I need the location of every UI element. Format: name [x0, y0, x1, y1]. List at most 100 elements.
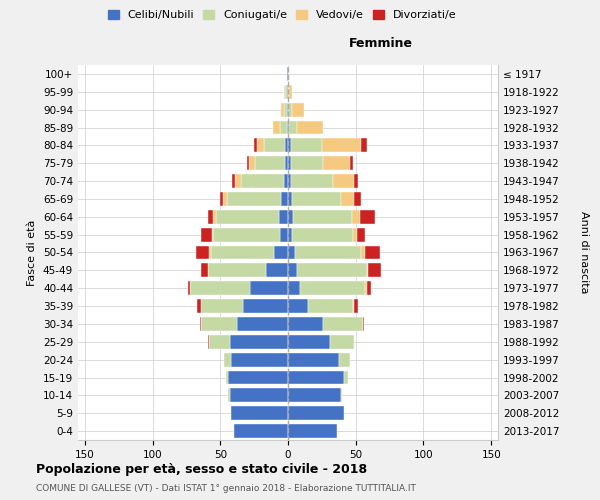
Bar — [288, 406, 344, 420]
Bar — [216, 210, 278, 224]
Bar — [288, 352, 340, 366]
Bar — [220, 192, 223, 206]
Bar — [278, 210, 288, 224]
Bar — [231, 352, 288, 366]
Bar — [229, 388, 230, 402]
Bar — [209, 335, 230, 349]
Bar — [300, 281, 365, 295]
Bar — [289, 85, 292, 99]
Bar — [355, 174, 358, 188]
Bar — [298, 264, 367, 278]
Bar — [256, 156, 285, 170]
Bar — [341, 192, 355, 206]
Bar — [288, 102, 292, 117]
Bar — [287, 120, 288, 134]
Bar — [232, 174, 235, 188]
Bar — [341, 388, 342, 402]
Bar — [292, 228, 353, 241]
Bar — [340, 352, 350, 366]
Bar — [274, 246, 288, 260]
Y-axis label: Anni di nascita: Anni di nascita — [579, 211, 589, 294]
Bar — [288, 317, 323, 331]
Bar — [288, 246, 295, 260]
Bar — [365, 246, 380, 260]
Bar — [353, 228, 357, 241]
Bar — [361, 246, 365, 260]
Bar — [288, 388, 341, 402]
Bar — [288, 156, 291, 170]
Bar — [333, 174, 355, 188]
Bar — [285, 156, 288, 170]
Bar — [247, 156, 249, 170]
Bar — [208, 210, 214, 224]
Bar — [288, 174, 291, 188]
Bar — [214, 228, 280, 241]
Bar — [285, 85, 287, 99]
Bar — [357, 228, 365, 241]
Bar — [288, 264, 298, 278]
Bar — [280, 120, 287, 134]
Bar — [201, 264, 208, 278]
Text: COMUNE DI GALLESE (VT) - Dati ISTAT 1° gennaio 2018 - Elaborazione TUTTITALIA.IT: COMUNE DI GALLESE (VT) - Dati ISTAT 1° g… — [36, 484, 416, 493]
Bar — [266, 264, 288, 278]
Bar — [298, 120, 323, 134]
Bar — [281, 102, 284, 117]
Bar — [368, 264, 382, 278]
Bar — [230, 388, 288, 402]
Bar — [289, 120, 298, 134]
Bar — [344, 370, 347, 384]
Y-axis label: Fasce di età: Fasce di età — [28, 220, 37, 286]
Bar — [291, 156, 323, 170]
Bar — [235, 174, 241, 188]
Bar — [257, 138, 263, 152]
Bar — [224, 352, 231, 366]
Bar — [365, 281, 367, 295]
Bar — [288, 210, 293, 224]
Bar — [355, 299, 358, 313]
Bar — [322, 138, 361, 152]
Bar — [211, 246, 274, 260]
Text: Femmine: Femmine — [349, 37, 412, 50]
Bar — [190, 281, 250, 295]
Bar — [291, 138, 322, 152]
Bar — [288, 67, 289, 81]
Bar — [330, 335, 355, 349]
Bar — [288, 228, 292, 241]
Bar — [288, 120, 289, 134]
Bar — [196, 246, 209, 260]
Bar — [287, 102, 288, 117]
Bar — [263, 138, 285, 152]
Bar — [367, 264, 368, 278]
Bar — [291, 174, 333, 188]
Bar — [201, 228, 212, 241]
Bar — [200, 317, 201, 331]
Bar — [288, 85, 289, 99]
Bar — [360, 210, 375, 224]
Bar — [230, 335, 288, 349]
Bar — [287, 67, 288, 81]
Legend: Celibi/Nubili, Coniugati/e, Vedovi/e, Divorziati/e: Celibi/Nubili, Coniugati/e, Vedovi/e, Di… — [103, 6, 461, 25]
Bar — [209, 246, 211, 260]
Bar — [288, 192, 292, 206]
Bar — [288, 335, 330, 349]
Bar — [284, 85, 285, 99]
Bar — [249, 156, 256, 170]
Bar — [201, 317, 236, 331]
Bar — [201, 299, 243, 313]
Bar — [288, 299, 308, 313]
Bar — [197, 299, 201, 313]
Bar — [226, 370, 229, 384]
Bar — [243, 299, 288, 313]
Bar — [250, 281, 288, 295]
Bar — [367, 281, 371, 295]
Bar — [284, 102, 287, 117]
Bar — [292, 102, 304, 117]
Bar — [288, 138, 291, 152]
Bar — [323, 156, 350, 170]
Bar — [295, 246, 361, 260]
Bar — [287, 85, 288, 99]
Bar — [236, 317, 288, 331]
Text: Popolazione per età, sesso e stato civile - 2018: Popolazione per età, sesso e stato civil… — [36, 462, 367, 475]
Bar — [293, 210, 352, 224]
Bar — [292, 192, 341, 206]
